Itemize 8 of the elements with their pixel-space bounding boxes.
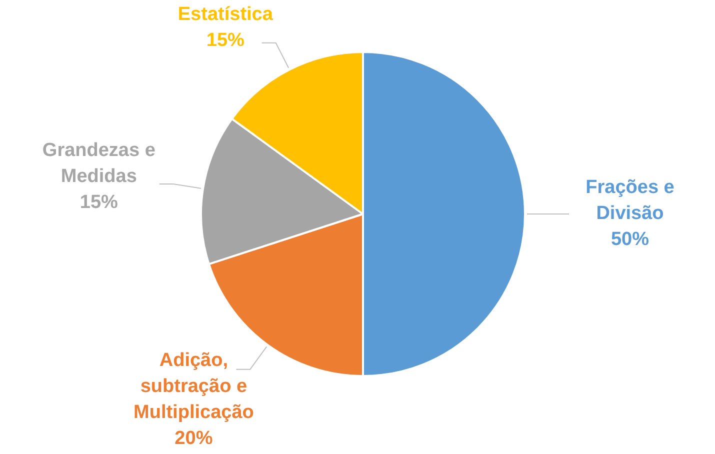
data-label: 20% bbox=[174, 428, 213, 450]
slice-label: Grandezas e Medidas bbox=[42, 140, 156, 188]
data-label: 15% bbox=[80, 192, 118, 214]
slice-label: Estatística bbox=[178, 4, 274, 26]
data-label: 15% bbox=[206, 30, 245, 52]
slice-label: Frações e Divisão bbox=[586, 177, 674, 224]
data-label: 50% bbox=[610, 229, 650, 250]
slice-label: Adição, subtração e Multiplicação bbox=[134, 350, 254, 424]
